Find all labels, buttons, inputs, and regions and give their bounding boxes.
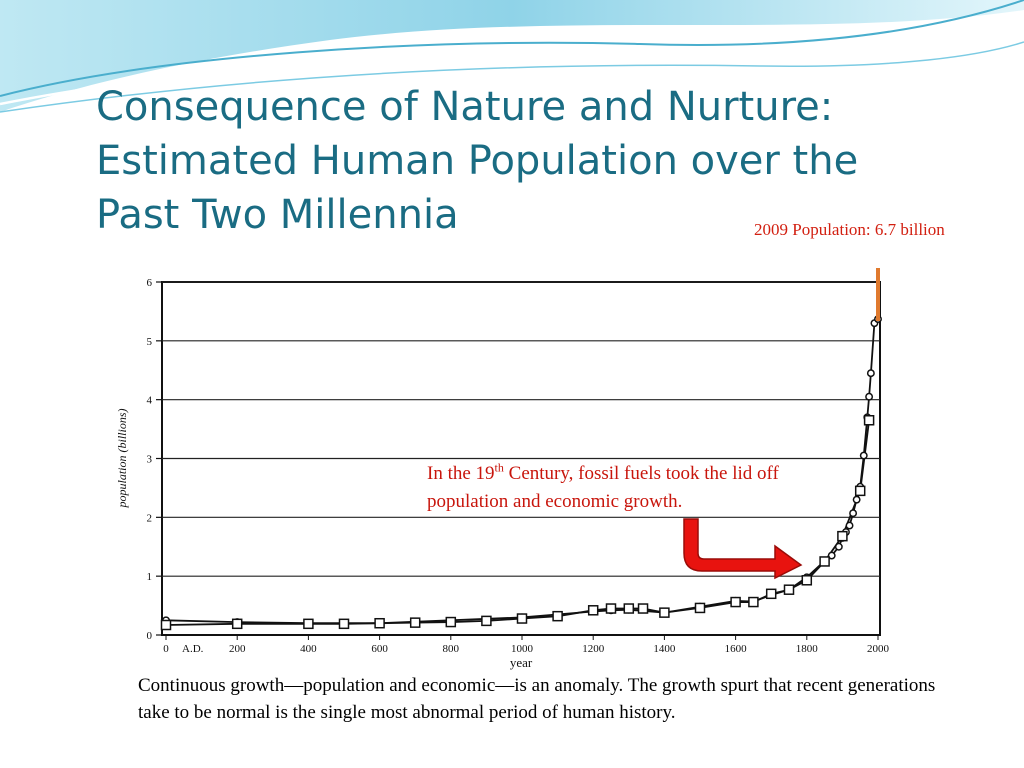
title-line: Past Two Millennia — [96, 192, 459, 238]
data-point-square — [783, 584, 795, 595]
x-tick-label: 200 — [229, 643, 246, 655]
data-point-square — [303, 618, 314, 630]
slide-caption: Continuous growth—population and economi… — [138, 675, 936, 723]
data-point-square — [854, 485, 866, 497]
data-point-square — [374, 617, 385, 629]
orange-up-arrow-icon — [876, 268, 880, 321]
data-point-circle — [852, 495, 861, 504]
data-point-square — [637, 603, 649, 614]
x-tick-label: 1400 — [653, 643, 676, 655]
x-tick-label: 800 — [443, 643, 460, 655]
x-tick-label: 1800 — [796, 643, 819, 655]
title-line: Estimated Human Population over the — [96, 138, 859, 184]
chart-background — [100, 268, 900, 678]
callout-text: In the 19th Century, fossil fuels took t… — [427, 460, 812, 516]
x-tick-label: 0 — [163, 643, 169, 655]
data-point-square — [819, 556, 830, 567]
data-point-square — [748, 596, 759, 608]
data-point-square — [801, 575, 813, 586]
data-point-square — [863, 415, 875, 426]
data-point-square — [231, 618, 243, 630]
data-point-square — [587, 605, 599, 616]
data-point-square — [623, 603, 635, 614]
x-tick-label: 1000 — [511, 643, 534, 655]
data-point-square — [659, 607, 670, 618]
data-point-circle — [859, 451, 868, 460]
y-tick-label: 1 — [147, 571, 153, 583]
data-point-square — [694, 602, 706, 614]
y-tick-label: 6 — [147, 277, 153, 289]
population-note: 2009 Population: 6.7 billion — [754, 220, 945, 239]
data-point-square — [605, 603, 617, 614]
data-point-square — [765, 588, 777, 600]
x-tick-labels: 0 A.D. 200 400 600 800 1000 1200 1400 1600 1800 200… — [163, 635, 890, 655]
data-point-square — [552, 610, 563, 622]
data-point-square — [516, 613, 528, 624]
data-point-square — [481, 615, 492, 627]
y-tick-labels: 0 1 2 3 4 5 6 — [147, 277, 162, 642]
x-tick-label: 400 — [300, 643, 317, 655]
y-axis-label: population (billions) — [115, 408, 129, 508]
y-tick-label: 5 — [147, 336, 153, 348]
callout-superscript: th — [494, 460, 504, 475]
y-tick-label: 3 — [147, 454, 153, 466]
slide-title: Consequence of Nature and Nurture: Estim… — [96, 80, 916, 242]
grid-lines — [162, 281, 880, 577]
callout-before: In the 19 — [427, 463, 495, 484]
callout-after: Century, fossil fuels took the lid off p… — [427, 463, 779, 512]
red-bent-arrow-icon — [683, 518, 803, 580]
x-tick-label: 1200 — [582, 643, 605, 655]
y-tick-label: 0 — [147, 630, 153, 642]
data-point-circle — [845, 521, 854, 530]
data-point-square — [730, 596, 741, 608]
title-line: Consequence of Nature and Nurture: — [96, 84, 834, 130]
y-tick-label: 4 — [147, 395, 153, 407]
data-point-circle — [834, 542, 843, 551]
data-point-circle — [866, 369, 875, 378]
y-tick-label: 2 — [147, 512, 153, 524]
data-point-square — [160, 619, 172, 631]
x-tick-label: 600 — [371, 643, 388, 655]
population-chart: 0 1 2 3 4 5 6 0 A.D. 200 400 600 800 1000 1200 1400 160… — [100, 268, 900, 678]
data-point-square — [837, 530, 848, 542]
data-point-circle — [865, 392, 874, 401]
x-tick-label: 1600 — [725, 643, 748, 655]
x-axis-label: year — [510, 655, 533, 670]
data-point-square — [338, 618, 350, 630]
data-point-circle — [849, 509, 858, 518]
data-point-square — [409, 617, 421, 628]
data-point-circle — [827, 551, 836, 560]
data-point-square — [445, 616, 457, 628]
x-tick-label: 2000 — [867, 643, 890, 655]
header-swoosh — [0, 0, 1024, 113]
x-tick-label: A.D. — [182, 643, 204, 655]
